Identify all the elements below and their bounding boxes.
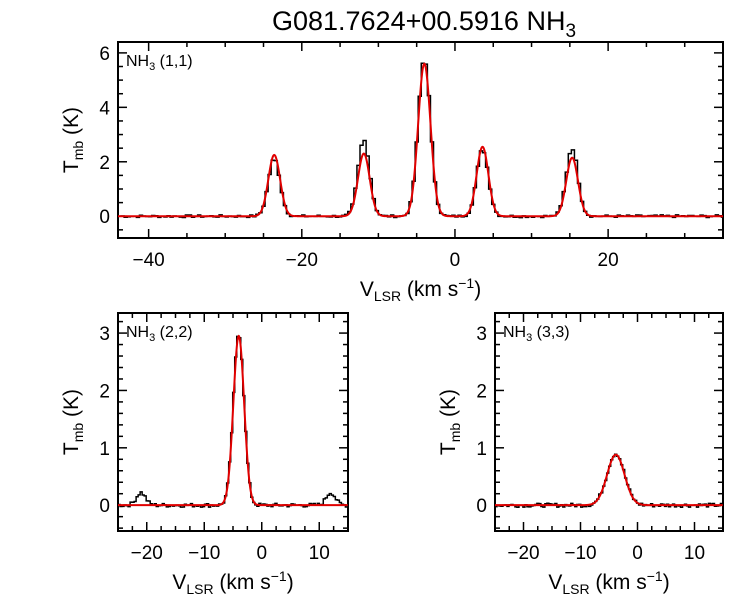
panel-label: NH3 (1,1) [126,53,193,73]
x-tick-label: −20 [507,543,539,564]
y-tick-label: 6 [99,44,110,65]
y-tick-label: 0 [99,207,110,228]
y-tick-label: 1 [99,439,110,460]
y-tick-label: 1 [476,439,487,460]
plot-frame [117,41,724,239]
y-tick-label: 3 [476,324,487,345]
panel-nh3-22: −20 −10 0 10 0 1 2 3 VLSR (km s−1) Tmb (K) NH3 (2,… [60,312,349,597]
y-tick-label: 4 [99,98,110,119]
x-tick-label: −20 [286,250,318,271]
x-tick-label: −20 [131,543,163,564]
model-fit-line [118,334,348,507]
x-axis-label: VLSR (km s−1) [360,275,481,304]
y-tick-label: 0 [99,496,110,517]
observed-spectrum-line [118,335,348,508]
figure-title: G081.7624+00.5916 NH3 [272,6,576,42]
x-tick-label: 10 [309,543,330,564]
x-axis-label: VLSR (km s−1) [172,568,293,597]
y-axis-label: Tmb (K) [437,389,463,455]
x-tick-label: 0 [632,543,643,564]
y-axis-label: Tmb (K) [60,107,86,173]
x-tick-label: −10 [564,543,596,564]
y-tick-label: 2 [99,153,110,174]
y-tick-label: 2 [99,381,110,402]
y-tick-label: 0 [476,496,487,517]
x-tick-label: −10 [188,543,220,564]
x-tick-label: 20 [598,250,619,271]
observed-spectrum-line [495,453,723,508]
y-tick-label: 2 [476,381,487,402]
panel-label: NH3 (3,3) [503,324,570,344]
y-axis-label: Tmb (K) [60,389,86,455]
x-tick-label: −40 [133,250,165,271]
model-fit-line [118,62,723,218]
x-tick-label: 10 [684,543,705,564]
panel-nh3-33: −20 −10 0 10 0 1 2 3 VLSR (km s−1) Tmb (K) NH3 (3,… [437,312,724,597]
x-axis-label: VLSR (km s−1) [548,568,669,597]
x-tick-label: 0 [450,250,461,271]
y-tick-label: 3 [99,324,110,345]
x-tick-label: 0 [256,543,267,564]
model-fit-line [495,453,723,507]
panel-nh3-11: −40 −20 0 20 0 2 4 6 VLSR (km s−1) Tmb (K) NH3 (1,… [60,41,724,304]
panel-label: NH3 (2,2) [126,324,193,344]
plot-frame [494,312,724,532]
